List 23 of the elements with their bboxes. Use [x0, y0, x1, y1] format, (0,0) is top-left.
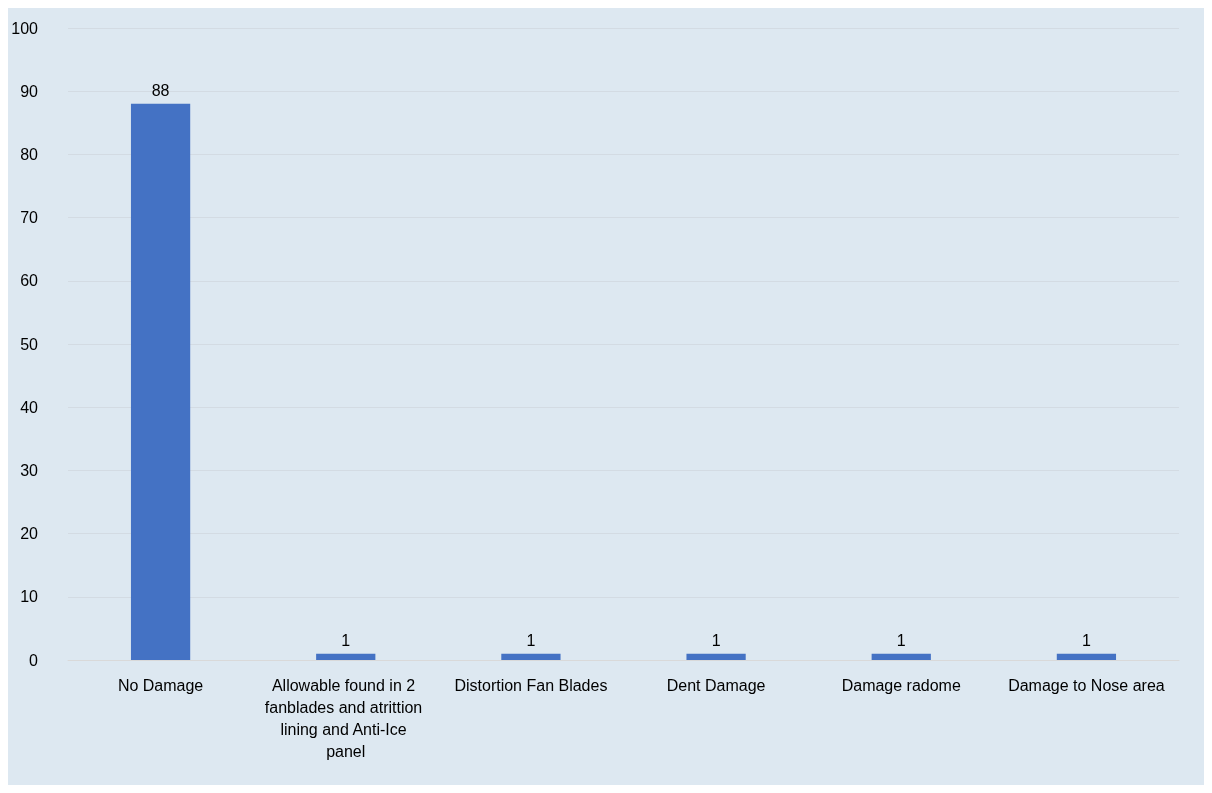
y-tick-label: 100 — [11, 19, 39, 37]
y-tick-label: 20 — [20, 525, 39, 543]
x-tick-label: Distortion Fan Blades — [454, 676, 608, 694]
data-label: 1 — [896, 632, 906, 650]
x-tick-label: Allowable found in 2 fanblades and atrittion lining and Anti-Ice panel — [264, 676, 427, 760]
data-label: 1 — [1081, 632, 1091, 650]
y-tick-label: 50 — [20, 335, 39, 353]
data-label: 88 — [151, 82, 170, 100]
x-tick-label: Damage to Nose area — [1008, 676, 1165, 694]
y-tick-label: 30 — [20, 461, 39, 479]
x-tick-label: Damage radome — [841, 676, 961, 694]
y-tick-label: 60 — [20, 272, 39, 290]
y-tick-label: 0 — [29, 651, 39, 669]
data-label: 1 — [526, 632, 536, 650]
data-label: 1 — [341, 632, 351, 650]
y-tick-label: 40 — [20, 398, 39, 416]
y-tick-label: 90 — [20, 82, 39, 100]
y-tick-label: 80 — [20, 145, 39, 163]
y-tick-label: 70 — [20, 209, 39, 227]
x-tick-label: No Damage — [117, 676, 204, 694]
data-label: 1 — [711, 632, 721, 650]
x-tick-label: Dent Damage — [666, 676, 766, 694]
y-tick-label: 10 — [20, 588, 39, 606]
